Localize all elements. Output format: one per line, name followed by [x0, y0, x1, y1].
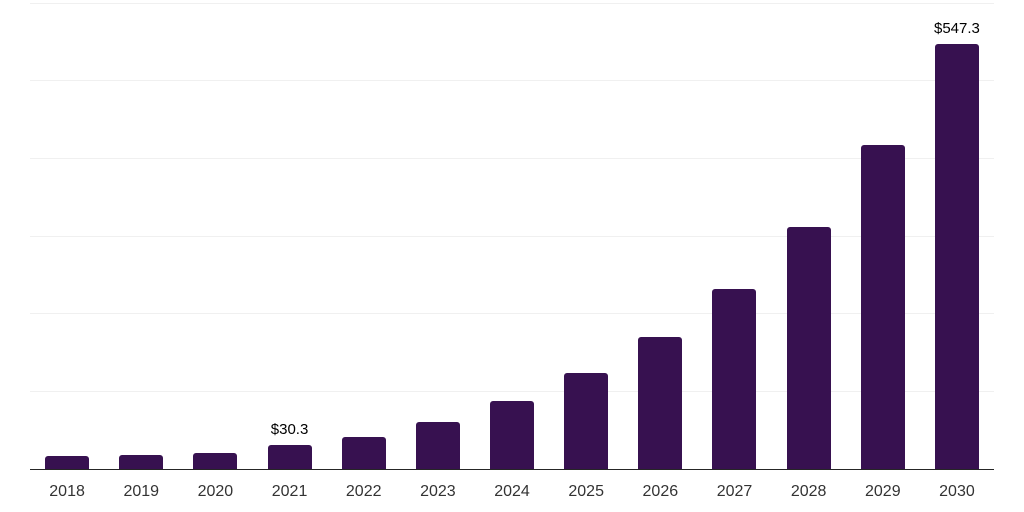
bar-2019 [119, 454, 164, 469]
x-tick-label-2028: 2028 [790, 483, 827, 500]
x-tick-label-2026: 2026 [642, 483, 679, 500]
gridline [30, 390, 994, 392]
x-tick-label-2027: 2027 [716, 483, 753, 500]
bar-2026 [638, 336, 683, 469]
bar-2025 [564, 373, 609, 469]
x-tick-label-2020: 2020 [197, 483, 234, 500]
value-label-2030: $547.3 [933, 19, 980, 37]
bar-2023 [415, 422, 460, 469]
x-axis-line [30, 468, 994, 470]
bar-2018 [45, 456, 90, 469]
gridline [30, 235, 994, 237]
bar-2021 [267, 445, 312, 469]
x-tick-label-2030: 2030 [939, 483, 975, 500]
x-axis-labels: 2018 2019 2020 2021 2022 2023 2024 2025 2026 2027… [30, 483, 994, 501]
bar-2028 [786, 226, 831, 469]
gridline [30, 2, 994, 4]
bar-2027 [712, 289, 757, 469]
plot-area: $30.3 $547.3 [30, 2, 994, 469]
x-tick-label-2019: 2019 [123, 483, 160, 500]
gridline [30, 313, 994, 315]
gridline [30, 80, 994, 82]
value-label-2021: $30.3 [270, 421, 309, 439]
gridline [30, 157, 994, 159]
x-tick-label-2024: 2024 [494, 483, 530, 500]
bar-2029 [860, 145, 905, 469]
bar-2020 [193, 452, 238, 469]
x-tick-label-2022: 2022 [345, 483, 382, 500]
x-tick-label-2029: 2029 [865, 483, 901, 500]
x-tick-label-2023: 2023 [420, 483, 456, 500]
x-tick-label-2025: 2025 [568, 483, 604, 500]
x-tick-label-2018: 2018 [49, 483, 85, 500]
x-tick-label-2021: 2021 [271, 483, 308, 500]
bar-2030 [934, 43, 979, 469]
bar-2024 [490, 400, 534, 469]
bar-2022 [341, 436, 386, 469]
